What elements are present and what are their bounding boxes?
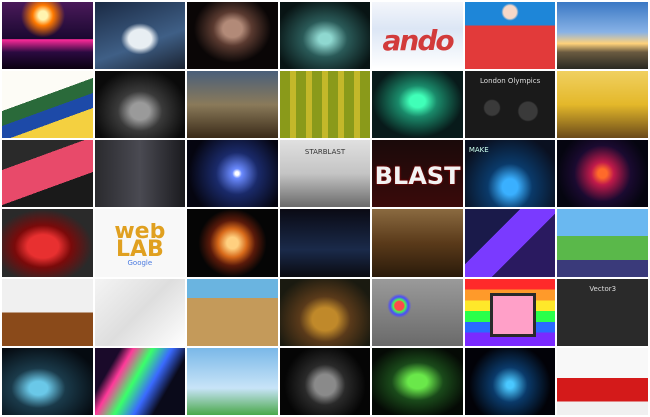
palace-hall-thumbnail[interactable] bbox=[372, 209, 463, 277]
tile-label: web LAB bbox=[114, 223, 166, 260]
nyan-cat-icon bbox=[490, 293, 537, 338]
tile-label: STARBLAST bbox=[304, 148, 346, 157]
silhouette-gate-thumbnail[interactable]: STARBLAST bbox=[279, 140, 371, 208]
village-scene-thumbnail[interactable] bbox=[187, 71, 278, 139]
sci-fi-corridor-thumbnail[interactable] bbox=[279, 2, 371, 70]
voxel-terrain-thumbnail[interactable] bbox=[279, 71, 371, 139]
tile-label: BLAST bbox=[374, 162, 461, 191]
skull-face-thumbnail[interactable] bbox=[187, 2, 278, 70]
green-tunnel-thumbnail[interactable] bbox=[372, 347, 463, 415]
robot-crowd-thumbnail[interactable] bbox=[557, 71, 648, 139]
blast-game-thumbnail[interactable]: BLAST bbox=[372, 140, 463, 208]
ribbon-text-thumbnail[interactable]: ando bbox=[372, 2, 463, 70]
nyan-cat-thumbnail[interactable] bbox=[464, 278, 556, 346]
vector-editor-thumbnail[interactable]: Vector3 bbox=[557, 278, 648, 346]
formula-car-thumbnail[interactable] bbox=[557, 347, 648, 415]
tunnel-racer-thumbnail[interactable]: MAKE bbox=[464, 140, 556, 208]
blue-particles-thumbnail[interactable] bbox=[464, 347, 556, 415]
london-olympics-thumbnail[interactable]: London Olympics bbox=[464, 71, 556, 139]
space-shuttle-thumbnail[interactable] bbox=[94, 2, 186, 70]
red-table-game-thumbnail[interactable] bbox=[464, 2, 556, 70]
tile-label: Vector3 bbox=[589, 284, 617, 293]
tile-label: ando bbox=[382, 24, 455, 57]
tile-sublabel: Google bbox=[127, 259, 153, 268]
beanstalk-thumbnail[interactable] bbox=[187, 347, 278, 415]
color-cube-thumbnail[interactable] bbox=[372, 278, 463, 346]
fiery-sphere-thumbnail[interactable] bbox=[187, 209, 278, 277]
glass-objects-thumbnail[interactable] bbox=[2, 347, 93, 415]
tile-label: MAKE bbox=[468, 146, 489, 155]
neon-flight-game-thumbnail[interactable] bbox=[2, 2, 93, 70]
city-map-thumbnail[interactable] bbox=[94, 278, 186, 346]
crystal-shapes-thumbnail[interactable] bbox=[464, 209, 556, 277]
dark-city-thumbnail[interactable] bbox=[94, 140, 186, 208]
aurora-thumbnail[interactable] bbox=[372, 71, 463, 139]
web-lab-thumbnail[interactable]: web LAB Google bbox=[94, 209, 186, 277]
sunset-landscape-thumbnail[interactable] bbox=[557, 2, 648, 70]
pool-table-thumbnail[interactable] bbox=[279, 278, 371, 346]
desert-car-thumbnail[interactable] bbox=[187, 278, 278, 346]
rainbow-light-trails-thumbnail[interactable] bbox=[94, 347, 186, 415]
space-light-thumbnail[interactable] bbox=[187, 140, 278, 208]
red-racer-thumbnail[interactable] bbox=[2, 140, 93, 208]
jenga-tower-thumbnail[interactable] bbox=[2, 278, 93, 346]
fiery-rings-thumbnail[interactable] bbox=[557, 140, 648, 208]
playground-thumbnail[interactable] bbox=[557, 209, 648, 277]
colorful-track-thumbnail[interactable] bbox=[2, 71, 93, 139]
red-sports-car-thumbnail[interactable] bbox=[2, 209, 93, 277]
tile-label: London Olympics bbox=[480, 77, 541, 86]
black-car-render-thumbnail[interactable] bbox=[94, 71, 186, 139]
crystal-ball-thumbnail[interactable] bbox=[279, 347, 371, 415]
band-performance-thumbnail[interactable] bbox=[279, 209, 371, 277]
